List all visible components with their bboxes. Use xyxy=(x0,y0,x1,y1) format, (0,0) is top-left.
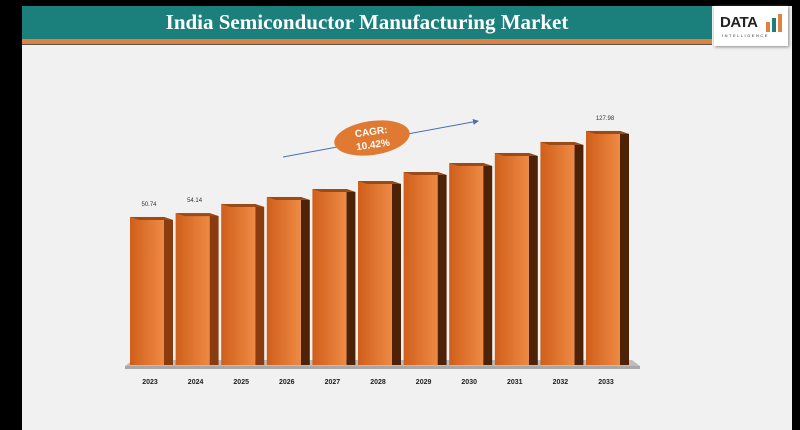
x-tick-label: 2033 xyxy=(598,379,614,386)
x-tick-label: 2028 xyxy=(370,379,386,386)
bar-top xyxy=(266,196,310,200)
bar-2027 xyxy=(312,189,347,365)
x-tick-label: 2029 xyxy=(416,379,432,386)
bar-2029 xyxy=(403,172,438,365)
bar-2026 xyxy=(266,196,301,365)
chart-floor-edge xyxy=(125,366,640,369)
x-tick-label: 2024 xyxy=(188,379,204,386)
logo-text: DATA xyxy=(720,14,758,31)
bar-side xyxy=(392,181,401,365)
bar-top xyxy=(540,141,584,145)
bar-top xyxy=(494,152,538,156)
bar-side xyxy=(300,196,310,365)
x-tick-label: 2030 xyxy=(461,379,477,386)
bar-side xyxy=(620,130,629,365)
logo-subtext: INTELLIGENCE xyxy=(722,33,769,38)
bar-2024 xyxy=(175,213,210,365)
bar-2031 xyxy=(494,152,529,365)
bar-side xyxy=(437,172,447,365)
x-tick-label: 2026 xyxy=(279,379,295,386)
header-accent-line xyxy=(22,39,712,45)
cagr-label-line2: 10.42% xyxy=(355,138,390,154)
logo: DATA INTELLIGENCE xyxy=(714,6,788,46)
bar-side xyxy=(209,213,219,365)
logo-bars-icon xyxy=(766,14,782,32)
cagr-ellipse xyxy=(334,120,410,156)
bar-top xyxy=(358,181,401,185)
data-label: 54.14 xyxy=(187,198,203,204)
bar-2025 xyxy=(221,203,256,365)
bar-top xyxy=(130,216,173,220)
bar-top xyxy=(221,203,265,207)
bar-2032 xyxy=(540,141,575,365)
bar-top xyxy=(403,172,447,176)
bar-side xyxy=(346,189,356,365)
x-tick-label: 2023 xyxy=(142,379,158,386)
bar-side xyxy=(483,162,493,365)
bar-top xyxy=(586,130,629,134)
header-bar xyxy=(22,6,712,39)
bar-2023 xyxy=(130,216,164,365)
cagr-label-line1: CAGR: xyxy=(354,125,388,140)
bar-top xyxy=(449,162,493,166)
bar-top xyxy=(175,213,219,217)
data-label: 127.98 xyxy=(596,116,615,122)
bar-2033 xyxy=(586,130,620,365)
x-tick-label: 2027 xyxy=(325,379,341,386)
data-label: 50.74 xyxy=(141,202,157,208)
page-title: India Semiconductor Manufacturing Market xyxy=(165,10,569,34)
bar-side xyxy=(164,216,173,365)
bar-side xyxy=(255,203,265,365)
bar-2028 xyxy=(358,181,392,365)
x-tick-label: 2025 xyxy=(233,379,249,386)
bar-2030 xyxy=(449,162,484,365)
bar-side xyxy=(574,141,584,365)
x-tick-label: 2031 xyxy=(507,379,523,386)
bar-side xyxy=(528,152,538,365)
x-tick-label: 2032 xyxy=(553,379,569,386)
bar-top xyxy=(312,189,356,193)
